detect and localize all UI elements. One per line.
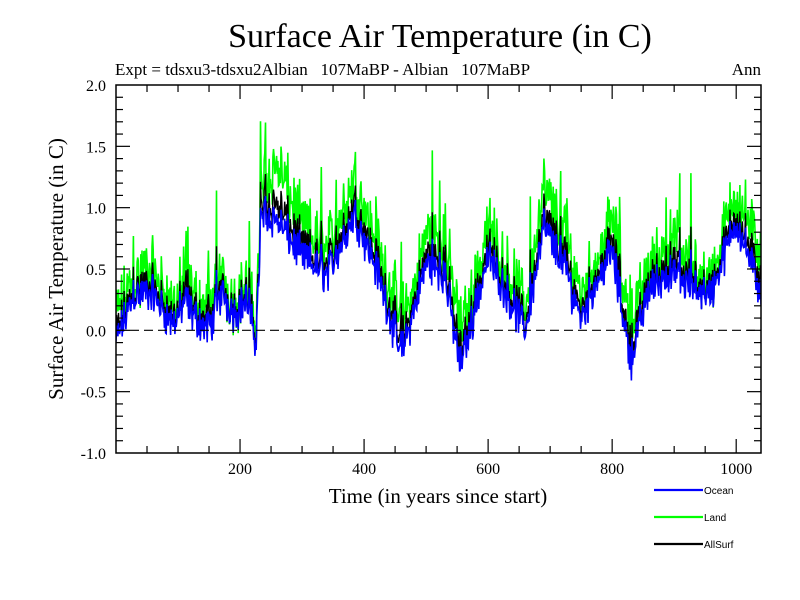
chart-title: Surface Air Temperature (in C) bbox=[228, 18, 652, 55]
series-line-ocean bbox=[116, 195, 761, 381]
legend-label-allsurf: AllSurf bbox=[704, 540, 734, 551]
x-axis-label: Time (in years since start) bbox=[329, 484, 548, 508]
y-tick-label: 0.0 bbox=[86, 323, 106, 340]
y-axis-label: Surface Air Temperature (in C) bbox=[44, 138, 68, 400]
plot-area bbox=[115, 84, 762, 454]
x-tick-label: 400 bbox=[352, 461, 376, 478]
chart-subtitle-season: Ann bbox=[732, 60, 762, 79]
axis-tick-labels: 200 400 600 800 1000 -1.0 -0.5 0.0 0.5 1.0 1.5 2.0 bbox=[81, 78, 753, 478]
legend-label-land: Land bbox=[704, 513, 726, 524]
y-tick-label: 0.5 bbox=[86, 262, 106, 279]
y-tick-label: -1.0 bbox=[81, 446, 106, 463]
chart-subtitle-experiment: Expt = tdsxu3-tdsxu2Albian 107MaBP - Alb… bbox=[115, 60, 530, 79]
axis-ticks bbox=[116, 85, 761, 453]
legend: Ocean Land AllSurf bbox=[654, 486, 734, 551]
y-tick-label: 1.5 bbox=[86, 139, 106, 156]
x-tick-label: 600 bbox=[476, 461, 500, 478]
y-tick-label: -0.5 bbox=[81, 385, 106, 402]
x-tick-label: 1000 bbox=[720, 461, 752, 478]
legend-label-ocean: Ocean bbox=[704, 486, 733, 497]
x-tick-label: 200 bbox=[228, 461, 252, 478]
series-layer bbox=[116, 121, 761, 381]
y-tick-label: 2.0 bbox=[86, 78, 106, 95]
x-tick-label: 800 bbox=[600, 461, 624, 478]
y-tick-label: 1.0 bbox=[86, 201, 106, 218]
